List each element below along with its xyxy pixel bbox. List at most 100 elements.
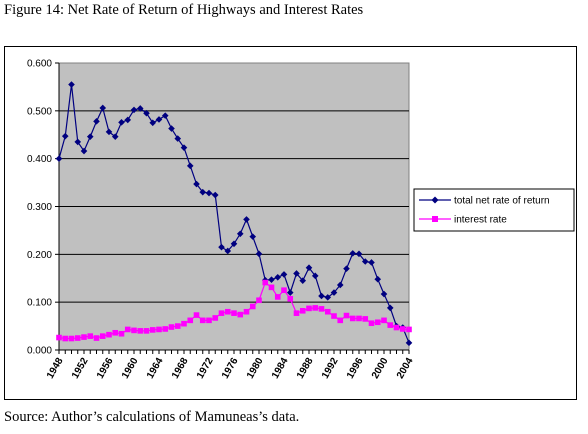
data-point xyxy=(218,310,225,316)
data-point xyxy=(361,258,369,265)
data-point xyxy=(374,275,382,283)
data-point xyxy=(337,317,344,324)
x-tick-label: 1952 xyxy=(70,356,91,381)
data-point xyxy=(93,335,100,341)
data-point xyxy=(386,304,394,312)
x-tick-label: 1992 xyxy=(320,356,341,381)
data-point xyxy=(343,312,350,319)
data-point xyxy=(105,128,113,136)
data-point xyxy=(281,287,287,294)
data-point xyxy=(230,240,238,248)
data-point xyxy=(286,289,294,296)
x-tick-label: 1968 xyxy=(170,356,191,381)
data-point xyxy=(86,133,94,140)
legend-box xyxy=(413,188,575,232)
y-tick-label: 0.500 xyxy=(27,106,52,117)
data-point xyxy=(243,216,250,223)
data-point xyxy=(305,264,313,272)
data-point xyxy=(162,326,169,332)
data-point xyxy=(405,339,413,347)
data-point xyxy=(93,118,100,125)
data-point xyxy=(331,313,337,319)
data-point xyxy=(231,310,237,316)
data-point xyxy=(330,289,338,296)
data-point xyxy=(168,125,175,132)
x-tick-label: 2000 xyxy=(370,356,391,381)
legend-marker-interest xyxy=(432,216,438,222)
y-tick-label: 0.300 xyxy=(27,202,52,213)
data-point xyxy=(343,265,350,272)
data-point xyxy=(56,334,62,341)
data-point xyxy=(324,308,331,315)
data-point xyxy=(236,230,244,238)
figure-title: Figure 14: Net Rate of Return of Highway… xyxy=(4,2,364,18)
data-point xyxy=(312,305,319,311)
data-point xyxy=(268,284,275,291)
data-point xyxy=(268,276,275,283)
data-point xyxy=(399,326,406,332)
data-point xyxy=(262,279,269,286)
data-point xyxy=(62,335,69,342)
data-point xyxy=(199,188,207,196)
x-tick-label: 1988 xyxy=(295,356,316,381)
data-point xyxy=(181,320,187,327)
data-point xyxy=(293,310,300,316)
legend-label-interest: interest rate xyxy=(454,215,507,226)
data-point xyxy=(124,116,132,124)
data-point xyxy=(211,191,219,199)
data-point xyxy=(237,311,244,318)
chart-frame: 0.000 0.100 0.200 0.300 0.400 0.500 0.600 1948… xyxy=(4,46,577,400)
x-tick-label: 1956 xyxy=(95,356,116,381)
data-point xyxy=(68,81,75,88)
y-tick-label: 0.400 xyxy=(27,154,52,165)
data-point xyxy=(174,135,182,142)
x-tick-label: 1976 xyxy=(220,356,241,381)
data-point xyxy=(274,273,282,281)
data-point xyxy=(287,296,294,302)
data-point xyxy=(161,112,169,119)
data-point xyxy=(206,317,212,324)
legend-label-return: total net rate of return xyxy=(454,196,550,207)
data-point xyxy=(212,315,219,321)
data-point xyxy=(218,243,225,251)
data-point xyxy=(68,335,75,342)
data-point xyxy=(187,317,194,324)
data-point xyxy=(249,303,256,310)
y-tick-label: 0.100 xyxy=(27,298,52,309)
data-point xyxy=(131,327,137,334)
data-point xyxy=(193,312,200,318)
data-point xyxy=(81,334,87,340)
data-point xyxy=(368,320,375,327)
data-point xyxy=(293,270,300,277)
data-point xyxy=(243,308,250,315)
data-point xyxy=(374,319,381,326)
data-point xyxy=(149,327,156,333)
data-point xyxy=(168,324,175,330)
data-point xyxy=(356,315,362,322)
data-point xyxy=(311,272,319,280)
source-note: Source: Author’s calculations of Mamunea… xyxy=(4,409,300,425)
data-point xyxy=(199,317,206,324)
y-tick-label: 0.000 xyxy=(27,346,52,357)
data-point xyxy=(174,323,181,329)
y-tick-label: 0.600 xyxy=(27,59,52,70)
legend: total net rate of return interest rate xyxy=(413,188,575,232)
x-tick-label: 1972 xyxy=(195,356,216,381)
data-point xyxy=(118,330,125,337)
data-point xyxy=(349,250,357,257)
data-point xyxy=(299,277,307,284)
data-point xyxy=(61,132,69,140)
data-point xyxy=(130,106,138,114)
data-point xyxy=(393,324,400,331)
data-point xyxy=(380,290,388,298)
data-point xyxy=(324,294,332,301)
data-point xyxy=(99,333,106,339)
data-point xyxy=(106,331,112,338)
data-point xyxy=(381,317,387,324)
data-point xyxy=(193,180,200,188)
x-tick-label: 1980 xyxy=(245,356,266,381)
x-tick-label: 1964 xyxy=(145,356,166,381)
x-tick-label: 2004 xyxy=(395,356,416,381)
data-point xyxy=(205,189,213,197)
data-point xyxy=(368,259,375,266)
